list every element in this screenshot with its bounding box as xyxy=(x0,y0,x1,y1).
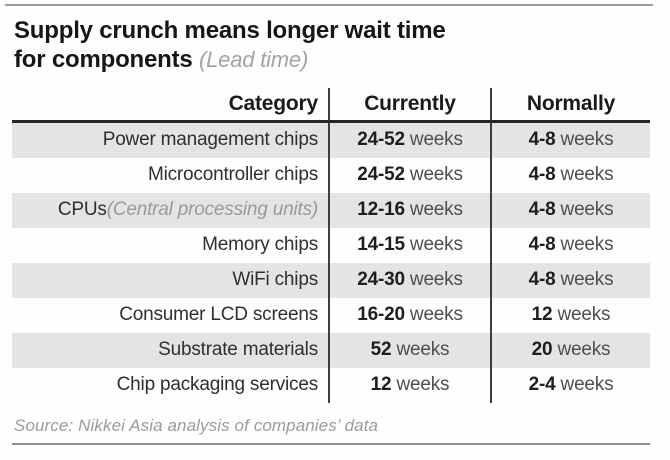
currently-cell: 52 weeks xyxy=(328,332,490,368)
normally-cell: 4-8 weeks xyxy=(490,227,650,263)
currently-unit: weeks xyxy=(409,129,463,151)
category-label: Substrate materials xyxy=(158,339,318,361)
normally-unit: weeks xyxy=(560,234,614,256)
lead-time-table: Category Currently Normally Power manage… xyxy=(12,87,650,403)
currently-cell: 24-30 weeks xyxy=(328,262,490,298)
category-cell: Substrate materials xyxy=(12,333,328,368)
normally-cell: 2-4 weeks xyxy=(490,367,650,403)
normally-unit: weeks xyxy=(560,269,614,291)
currently-unit: weeks xyxy=(409,199,463,221)
table-row: WiFi chips 24-30 weeks 4-8 weeks xyxy=(12,262,650,298)
currently-cell: 16-20 weeks xyxy=(328,297,490,333)
category-cell: Microcontroller chips xyxy=(12,158,328,193)
category-cell: Memory chips xyxy=(12,228,328,263)
currently-value: 12 xyxy=(370,374,392,396)
normally-cell: 4-8 weeks xyxy=(490,157,650,193)
category-label: Memory chips xyxy=(202,234,318,256)
header-normally: Normally xyxy=(490,87,650,120)
table-row: Power management chips 24-52 weeks 4-8 w… xyxy=(12,122,650,158)
currently-cell: 24-52 weeks xyxy=(328,122,490,158)
currently-value: 12-16 xyxy=(357,199,405,221)
category-label: Power management chips xyxy=(102,129,318,151)
normally-cell: 4-8 weeks xyxy=(490,262,650,298)
header-category: Category xyxy=(228,91,319,115)
currently-value: 52 xyxy=(370,339,392,361)
normally-unit: weeks xyxy=(560,374,614,396)
table-row: Chip packaging services 12 weeks 2-4 wee… xyxy=(12,367,650,403)
normally-value: 4-8 xyxy=(528,234,556,256)
category-cell: WiFi chips xyxy=(12,263,328,298)
category-cell: Chip packaging services xyxy=(12,368,328,403)
normally-value: 4-8 xyxy=(528,269,556,291)
lead-time-infographic: Supply crunch means longer wait time for … xyxy=(0,4,670,460)
table-row: Consumer LCD screens 16-20 weeks 12 week… xyxy=(12,297,650,333)
category-label: Microcontroller chips xyxy=(147,164,318,186)
currently-unit: weeks xyxy=(409,164,463,186)
category-cell: CPUs (Central processing units) xyxy=(12,193,328,228)
title-subtitle: (Lead time) xyxy=(199,47,309,73)
table-row: Memory chips 14-15 weeks 4-8 weeks xyxy=(12,227,650,263)
currently-value: 24-52 xyxy=(357,164,405,186)
category-cell: Power management chips xyxy=(12,123,328,158)
normally-cell: 4-8 weeks xyxy=(490,192,650,228)
normally-value: 4-8 xyxy=(528,164,556,186)
currently-unit: weeks xyxy=(409,269,463,291)
normally-cell: 20 weeks xyxy=(490,332,650,368)
currently-value: 24-30 xyxy=(357,269,405,291)
table-row: CPUs (Central processing units) 12-16 we… xyxy=(12,192,650,228)
currently-value: 14-15 xyxy=(357,234,405,256)
currently-cell: 24-52 weeks xyxy=(328,157,490,193)
chart-title: Supply crunch means longer wait time for … xyxy=(14,16,670,75)
normally-value: 12 xyxy=(531,304,553,326)
normally-unit: weeks xyxy=(560,129,614,151)
currently-unit: weeks xyxy=(396,339,450,361)
currently-unit: weeks xyxy=(396,374,450,396)
normally-value: 4-8 xyxy=(528,199,556,221)
currently-cell: 12 weeks xyxy=(328,367,490,403)
bottom-divider xyxy=(12,442,650,445)
category-cell: Consumer LCD screens xyxy=(12,298,328,333)
table-row: Substrate materials 52 weeks 20 weeks xyxy=(12,332,650,368)
normally-unit: weeks xyxy=(557,339,611,361)
normally-cell: 12 weeks xyxy=(490,297,650,333)
top-divider xyxy=(5,4,653,6)
currently-value: 24-52 xyxy=(357,129,405,151)
currently-unit: weeks xyxy=(409,304,463,326)
title-line1: Supply crunch means longer wait time xyxy=(14,17,446,44)
currently-cell: 12-16 weeks xyxy=(328,192,490,228)
normally-unit: weeks xyxy=(560,199,614,221)
table-header-row: Category Currently Normally xyxy=(12,87,650,123)
header-currently: Currently xyxy=(328,87,490,120)
normally-value: 4-8 xyxy=(528,129,556,151)
category-label: CPUs xyxy=(57,199,107,221)
normally-unit: weeks xyxy=(557,304,611,326)
table-row: Microcontroller chips 24-52 weeks 4-8 we… xyxy=(12,157,650,193)
normally-cell: 4-8 weeks xyxy=(490,122,650,158)
normally-unit: weeks xyxy=(560,164,614,186)
currently-cell: 14-15 weeks xyxy=(328,227,490,263)
category-label: WiFi chips xyxy=(232,269,318,291)
title-line2: for components xyxy=(14,46,193,74)
category-note: (Central processing units) xyxy=(106,199,318,221)
currently-unit: weeks xyxy=(409,234,463,256)
category-label: Chip packaging services xyxy=(116,374,319,396)
source-note: Source: Nikkei Asia analysis of companie… xyxy=(14,415,379,435)
currently-value: 16-20 xyxy=(357,304,405,326)
category-label: Consumer LCD screens xyxy=(119,304,318,326)
normally-value: 2-4 xyxy=(528,374,556,396)
normally-value: 20 xyxy=(531,339,553,361)
